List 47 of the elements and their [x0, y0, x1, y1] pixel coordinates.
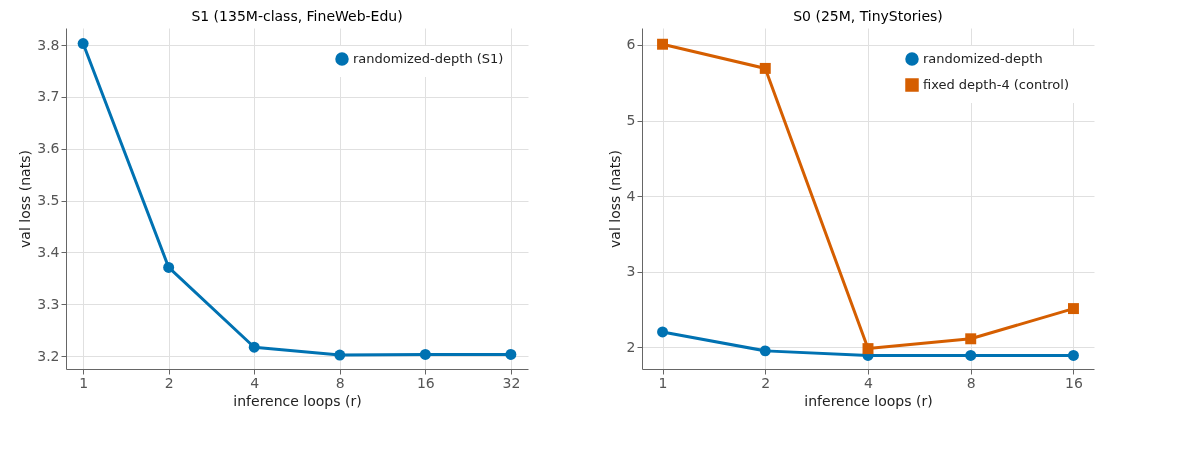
point	[862, 343, 874, 355]
x-tick-label: 8	[966, 374, 976, 391]
x-tick-label: 4	[250, 374, 260, 391]
x-axis-title: inference loops (r)	[804, 392, 933, 409]
chart-title: S0 (25M, TinyStories)	[793, 8, 943, 24]
point	[965, 349, 977, 361]
y-axis-title: val loss (nats)	[17, 150, 34, 248]
y-tick-label: 4	[626, 187, 636, 204]
point	[657, 326, 669, 338]
y-tick-label: 3.3	[37, 295, 60, 312]
point	[1067, 349, 1079, 361]
y-tick-label: 3.2	[37, 347, 60, 364]
point	[657, 38, 669, 50]
point	[759, 62, 771, 74]
point	[759, 345, 771, 357]
y-tick-label: 3.7	[37, 88, 60, 105]
y-axis-title: val loss (nats)	[606, 150, 623, 248]
point	[334, 349, 346, 361]
point	[965, 333, 977, 345]
y-tick-label: 3.5	[37, 192, 60, 209]
y-tick-label: 5	[626, 112, 636, 129]
y-tick-label: 3.6	[37, 140, 60, 157]
y-tick-label: 3.8	[37, 36, 60, 53]
y-tick-label: 2	[626, 338, 636, 355]
chart-title: S1 (135M-class, FineWeb-Edu)	[191, 8, 403, 24]
y-tick-label: 6	[626, 36, 636, 53]
y-tick-label: 3.4	[37, 243, 60, 260]
x-tick-label: 2	[761, 374, 771, 391]
point	[1067, 303, 1079, 315]
y-tick-label: 3	[626, 263, 636, 280]
point	[77, 38, 89, 50]
x-tick-label: 8	[335, 374, 345, 391]
x-tick-label: 2	[164, 374, 174, 391]
legend-label: randomized-depth	[923, 51, 1043, 66]
point	[419, 349, 431, 360]
x-tick-label: 1	[658, 374, 668, 391]
point	[248, 341, 260, 353]
legend-label: fixed depth-4 (control)	[923, 77, 1070, 92]
x-tick-label: 32	[502, 374, 521, 391]
legend-label: randomized-depth (S1)	[353, 51, 504, 66]
x-axis-title: inference loops (r)	[233, 392, 362, 409]
x-tick-label: 1	[79, 374, 89, 391]
point	[505, 349, 517, 360]
point	[163, 261, 175, 273]
x-tick-label: 16	[1065, 374, 1083, 391]
x-tick-label: 16	[416, 374, 435, 391]
x-tick-label: 4	[864, 374, 874, 391]
